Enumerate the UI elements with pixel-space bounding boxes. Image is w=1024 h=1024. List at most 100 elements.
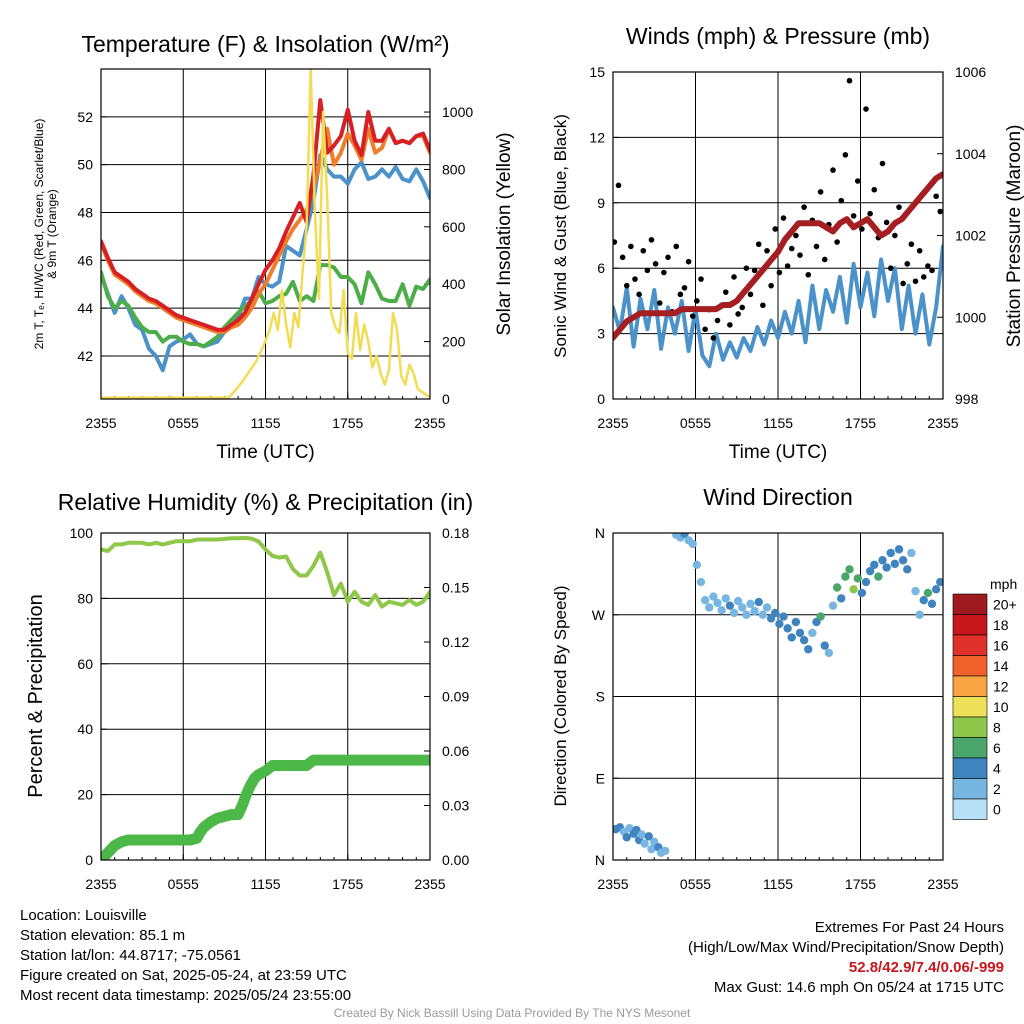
direction-point [849,585,858,594]
gust-point [768,282,774,289]
direction-point [746,599,755,609]
legend-swatch [952,737,988,759]
plot-data [101,69,430,399]
gust-point [722,289,729,295]
gust-point [863,106,869,112]
y-axis-label-line1: 2m T, Tₑ, HI/WC (Red, Green, Scarlet/Blu… [32,119,46,350]
gust-point [689,313,696,319]
plot-data [101,535,430,860]
gust-point [681,285,688,291]
panel-title: Winds (mph) & Pressure (mb) [626,23,930,49]
y-tick-label: 9 [597,195,605,211]
gust-point [784,263,791,269]
figure-created: Figure created on Sat, 2025-05-24, at 23… [20,967,347,984]
y-tick-label: 44 [77,300,93,316]
gust-point [613,239,618,245]
gust-point [727,322,733,328]
direction-point [795,628,805,638]
gust-point [760,302,766,309]
y-tick-label: S [596,689,605,705]
legend-swatch [952,614,988,636]
gust-point [628,243,634,250]
y-axis-label-line2: & 9m T (Orange) [45,189,59,279]
direction-point [828,601,838,610]
y2-tick-label: 800 [442,161,466,177]
direction-point [661,846,670,856]
gust-point [652,261,659,267]
y2-tick-label: 600 [442,219,466,235]
gust-point [797,252,803,258]
gust-point [793,232,799,239]
gust-point [698,276,704,282]
y2-tick-label: 0 [442,391,450,407]
y-tick-label: N [595,852,605,868]
direction-point [758,610,768,619]
direction-point [870,560,879,569]
y-tick-label: 15 [589,64,605,80]
direction-point [799,635,809,645]
direction-point [936,577,943,587]
gust-point [929,267,935,274]
x-tick-label: 0555 [680,415,711,431]
x-tick-label: 0555 [680,876,711,892]
winds-pressure-panel: Winds (mph) & Pressure (mb) 2355 0555 1155 1… [551,23,1024,463]
direction-point [915,610,924,619]
direction-point [804,645,813,654]
direction-point [898,556,908,565]
gust-point [755,241,762,248]
direction-point [692,560,702,569]
legend-label: 18 [993,617,1009,633]
y2-tick-label: 1004 [955,146,986,162]
gust-point [892,232,898,239]
gust-point [867,210,873,217]
y2-tick-label: 200 [442,334,466,350]
direction-point [729,608,739,618]
y2-tick-label: 400 [442,276,466,292]
direction-point [787,633,796,642]
gust-point [710,335,717,341]
gust-point [850,213,857,219]
gust-point [747,291,754,298]
gust-point [805,271,812,278]
y-tick-label: 60 [77,656,93,672]
x-tick-label: 1755 [332,415,363,431]
panel-title: Wind Direction [703,484,853,510]
series-line-1 [101,754,430,860]
gust-point [900,280,906,287]
y-tick-label: 52 [77,109,93,125]
series-line-3 [101,98,430,332]
gust-point [731,274,737,280]
legend-label: 12 [993,678,1009,694]
gust-point [859,226,865,232]
gust-point [685,258,692,265]
direction-point [911,586,920,596]
gust-point [714,317,721,324]
legend-swatch [952,798,988,820]
gust-point [743,265,750,272]
gust-point [871,186,878,193]
wind-speed-legend: mph 20+ 18 16 14 12 10 8 6 4 2 0 [952,576,1017,820]
x-tick-label: 1155 [763,876,793,892]
credit-line: Created By Nick Bassill Using Data Provi… [333,1006,691,1020]
legend-swatch [952,778,988,800]
gust-point [702,326,708,333]
legend-label: 10 [993,699,1009,715]
y2-tick-label: 0.03 [442,798,469,814]
station-location: Location: Louisville [20,907,147,924]
plot-frame [612,71,944,400]
x-tick-label: 1155 [763,415,793,431]
direction-point [721,594,730,603]
y2-tick-label: 998 [955,391,979,407]
direction-point [779,612,788,621]
gust-point [883,219,890,226]
direction-point [820,641,829,650]
x-tick-label: 0555 [168,415,199,431]
gust-point [846,77,853,84]
recent-timestamp: Most recent data timestamp: 2025/05/24 2… [20,987,352,1004]
gust-point [887,265,894,272]
y-axis-label: Sonic Wind & Gust (Blue, Black) [551,114,570,358]
direction-point [894,545,904,554]
gust-point [751,267,758,274]
y-tick-label: 3 [597,326,605,342]
direction-point [816,612,825,621]
